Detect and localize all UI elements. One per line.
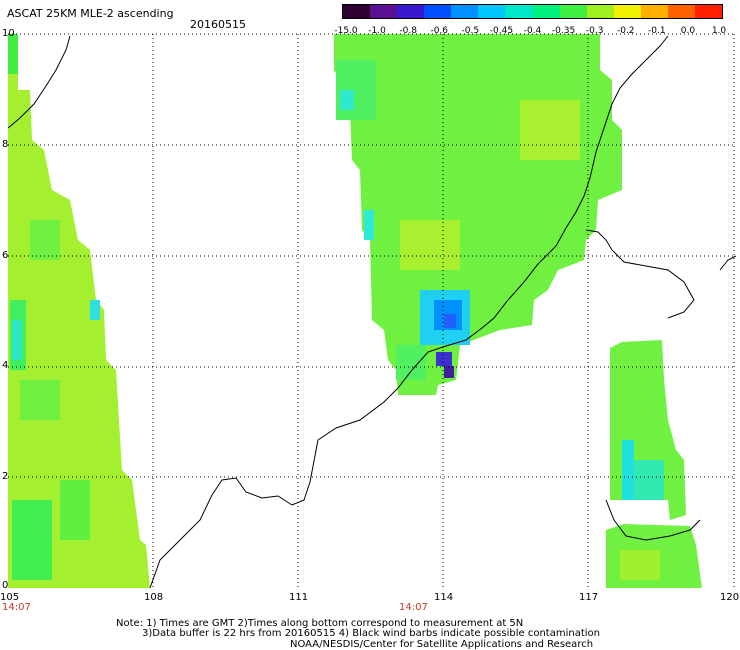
colorbar-segment: [397, 5, 425, 18]
colorbar-segment: [640, 5, 668, 18]
x-tick-108: 108: [144, 592, 164, 603]
colorbar-segment: [343, 5, 371, 18]
note-line-3: NOAA/NESDIS/Center for Satellite Applica…: [290, 639, 594, 650]
colorbar-segment: [586, 5, 614, 18]
x-tick-114: 114: [434, 592, 454, 603]
x-tick-120: 120: [720, 592, 740, 603]
colorbar-segment: [695, 5, 723, 18]
y-tick-6: 6: [2, 250, 9, 261]
colorbar-label: -0.45: [489, 26, 514, 36]
colorbar-label: -0.2: [616, 26, 635, 36]
y-tick-8: 8: [2, 139, 9, 150]
colorbar-label: -15.0: [334, 26, 358, 36]
colorbar-label: -0.8: [399, 26, 417, 36]
colorbar-segment: [505, 5, 533, 18]
colorbar-label: -0.3: [585, 26, 604, 36]
y-tick-10: 10: [2, 28, 15, 39]
colorbar-label: -0.5: [461, 26, 480, 36]
note-line-1: Note: 1) Times are GMT 2)Times along bot…: [116, 618, 524, 629]
map-date: 20160515: [190, 18, 246, 31]
coastlines: [7, 35, 737, 589]
colorbar-label: -0.1: [648, 26, 666, 36]
colorbar-label: 0.0: [680, 26, 696, 36]
y-tick-2: 2: [2, 471, 9, 482]
colorbar-segment: [667, 5, 696, 18]
map-title: ASCAT 25KM MLE-2 ascending: [7, 7, 174, 20]
data-swath-east: [606, 340, 702, 588]
time-label-center: 14:07: [399, 602, 428, 613]
colorbar-segment: [532, 5, 560, 18]
x-tick-117: 117: [579, 592, 599, 603]
colorbar-label: -0.35: [551, 26, 576, 36]
y-tick-4: 4: [2, 360, 9, 371]
data-swath-west: [8, 34, 150, 588]
x-tick-105: 105: [0, 592, 20, 603]
time-label-left: 14:07: [2, 602, 31, 613]
colorbar-segment: [424, 5, 452, 18]
graticule: [8, 33, 735, 588]
colorbar-segment: [613, 5, 641, 18]
colorbar-label: 1.0: [711, 26, 727, 36]
colorbar-segment: [451, 5, 479, 18]
x-tick-111: 111: [289, 592, 309, 603]
y-tick-0: 0: [2, 580, 9, 591]
colorbar-label: -0.4: [523, 26, 542, 36]
colorbar-segment: [370, 5, 398, 18]
note-line-2: 3)Data buffer is 22 hrs from 20160515 4)…: [142, 628, 600, 639]
data-swath-central: [334, 34, 622, 395]
colorbar: [342, 4, 723, 19]
colorbar-label: -1.0: [368, 26, 386, 36]
colorbar-label: -0.6: [430, 26, 449, 36]
colorbar-segment: [478, 5, 506, 18]
colorbar-segment: [559, 5, 587, 18]
